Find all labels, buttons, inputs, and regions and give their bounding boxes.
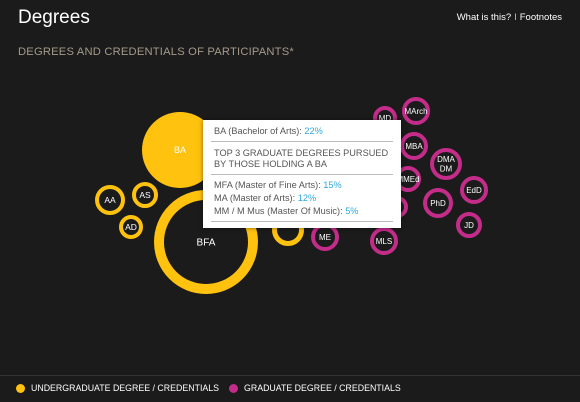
bubble-label: EdD	[466, 186, 482, 195]
bubble-label: MArch	[404, 107, 427, 116]
bubble-edd[interactable]: EdD	[460, 176, 488, 204]
tooltip-divider	[211, 174, 393, 175]
bubble-phd[interactable]: PhD	[423, 188, 453, 218]
bubble-as[interactable]: AS	[132, 182, 158, 208]
bubble-circle[interactable]	[460, 176, 488, 204]
what-is-this-link[interactable]: What is this?	[456, 12, 512, 23]
tooltip-degree-label: BA (Bachelor of Arts):	[214, 126, 305, 136]
section-subtitle: DEGREES AND CREDENTIALS OF PARTICIPANTS*	[18, 46, 294, 58]
bubble-label: AS	[139, 190, 151, 200]
bubble-jd[interactable]: JD	[456, 212, 482, 238]
footnotes-link[interactable]: Footnotes	[519, 12, 562, 23]
bubble-label: ME	[319, 233, 331, 242]
bubble-me[interactable]: ME	[311, 223, 339, 251]
bubble-label: AD	[125, 222, 137, 232]
bubble-label: AA	[104, 195, 116, 205]
bubble-label: MD	[379, 114, 392, 123]
tooltip-item: MFA (Master of Fine Arts): 15%	[214, 180, 342, 190]
bubble-circle[interactable]	[142, 112, 218, 188]
legend-grad-label: GRADUATE DEGREE / CREDENTIALS	[244, 383, 401, 393]
legend-grad[interactable]: GRADUATE DEGREE / CREDENTIALS	[229, 383, 401, 393]
bubble-label: PhD	[430, 199, 446, 208]
tooltip-item-pct: 5%	[345, 206, 359, 216]
tooltip-divider	[211, 141, 393, 142]
bubble-label: BA	[174, 145, 186, 155]
page-title: Degrees	[18, 7, 90, 28]
bubble-circle[interactable]	[119, 215, 143, 239]
bubble-label: MBA	[405, 142, 423, 151]
top-links: What is this? I Footnotes	[457, 12, 562, 23]
link-separator: I	[514, 12, 517, 23]
bubble-dma-dm[interactable]: DMA DM	[430, 148, 462, 180]
bubble-circle[interactable]	[400, 132, 428, 160]
bubble-march[interactable]: MArch	[402, 97, 430, 125]
tooltip-item-label: MA (Master of Arts):	[214, 193, 298, 203]
bubble-circle[interactable]	[132, 182, 158, 208]
bubble-circle[interactable]	[423, 188, 453, 218]
tooltip-item-label: MM / M Mus (Master Of Music):	[214, 206, 346, 216]
tooltip-item-pct: 12%	[297, 193, 317, 203]
legend-undergrad[interactable]: UNDERGRADUATE DEGREE / CREDENTIALS	[16, 383, 219, 393]
bubble-circle[interactable]	[402, 97, 430, 125]
bubble-mls[interactable]: MLS	[370, 227, 398, 255]
tooltip-degree-row: BA (Bachelor of Arts): 22%	[214, 126, 323, 136]
tooltip-item-label: MFA (Master of Fine Arts):	[214, 180, 324, 190]
bubble-tooltip: BA (Bachelor of Arts): 22% TOP 3 GRADUAT…	[203, 120, 401, 228]
bubble-aa[interactable]: AA	[95, 185, 125, 215]
bubble-label: BFA	[197, 238, 216, 249]
legend-grad-dot	[229, 383, 238, 393]
bubble-label: MLS	[376, 237, 392, 246]
bubble-label: MMEd	[396, 175, 419, 184]
legend-bar: UNDERGRADUATE DEGREE / CREDENTIALS GRADU…	[0, 375, 580, 402]
tooltip-heading: TOP 3 GRADUATE DEGREES PURSUED BY THOSE …	[214, 148, 389, 169]
bubble-circle[interactable]	[95, 185, 125, 215]
legend-undergrad-label: UNDERGRADUATE DEGREE / CREDENTIALS	[31, 383, 220, 393]
tooltip-item: MA (Master of Arts): 12%	[214, 193, 316, 203]
bubble-label: JD	[464, 221, 474, 230]
bubble-ad[interactable]: AD	[119, 215, 143, 239]
bubble-circle[interactable]	[430, 148, 462, 180]
bubble-mba[interactable]: MBA	[400, 132, 428, 160]
tooltip-item-pct: 15%	[323, 180, 342, 190]
bubble-label: DMA DM	[437, 155, 455, 173]
bubble-circle[interactable]	[370, 227, 398, 255]
bubble-circle[interactable]	[456, 212, 482, 238]
legend-undergrad-dot	[16, 383, 25, 393]
tooltip-item: MM / M Mus (Master Of Music): 5%	[214, 206, 358, 216]
tooltip-degree-pct: 22%	[304, 126, 323, 136]
bubble-ba[interactable]: BA	[142, 112, 218, 188]
tooltip-divider	[211, 221, 393, 222]
